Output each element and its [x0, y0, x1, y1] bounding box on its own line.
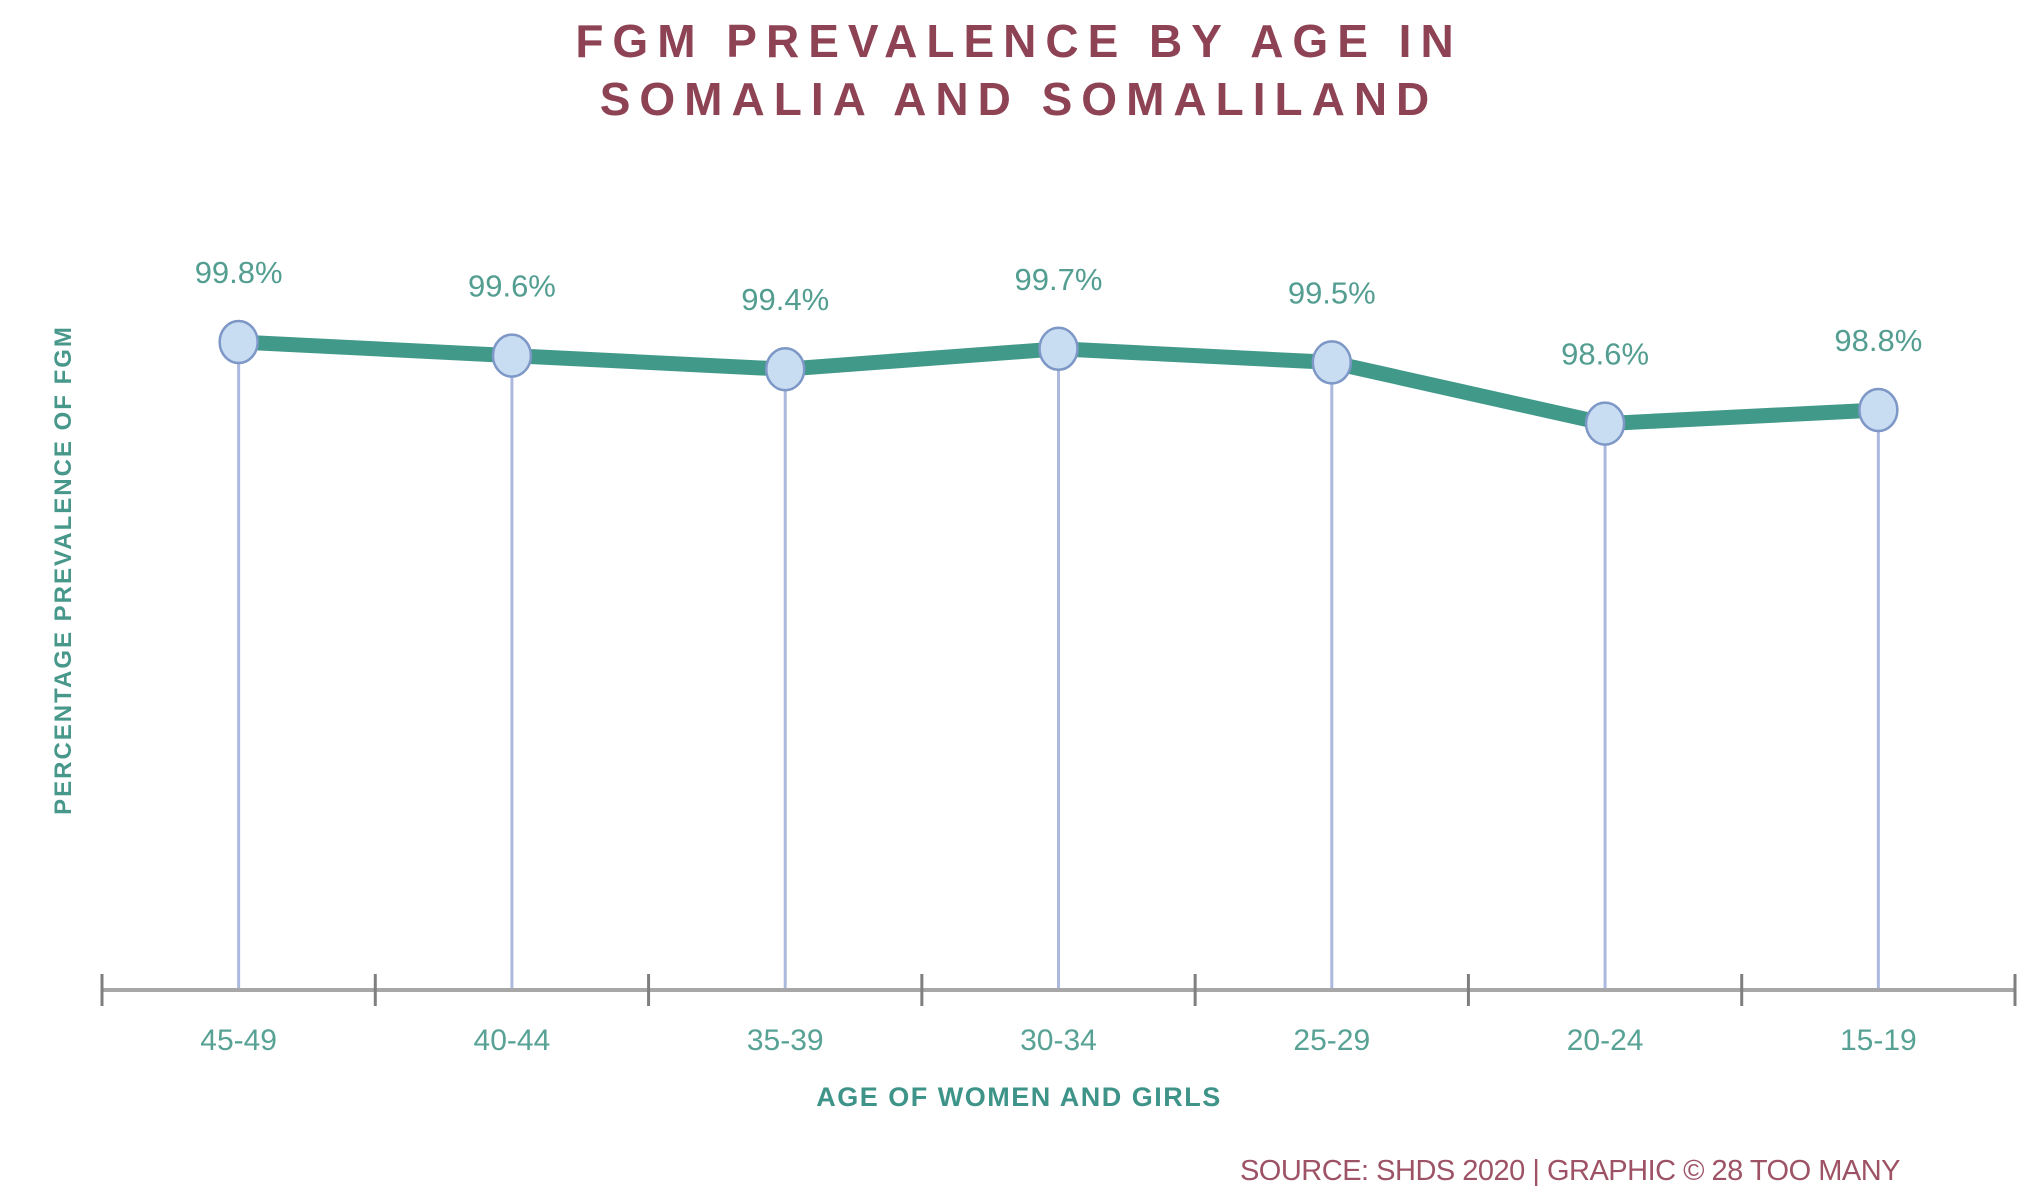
x-axis-tick-label: 35-39 — [747, 1024, 824, 1057]
x-axis-tick-label: 40-44 — [474, 1024, 551, 1057]
chart-title-line1: FGM PREVALENCE BY AGE IN — [575, 15, 1463, 67]
x-axis-title: AGE OF WOMEN AND GIRLS — [816, 1082, 1222, 1112]
data-point-marker — [1311, 340, 1353, 385]
chart-title-line2: SOMALIA AND SOMALILAND — [599, 73, 1439, 125]
data-point-label: 98.6% — [1561, 337, 1649, 372]
data-point-marker — [218, 319, 259, 365]
data-point-marker — [1038, 326, 1079, 372]
data-point-marker — [491, 333, 533, 378]
chart-title: FGM PREVALENCE BY AGE IN SOMALIA AND SOM… — [0, 12, 2038, 128]
data-point-marker — [764, 346, 806, 392]
x-axis-tick-label: 20-24 — [1567, 1024, 1644, 1057]
x-axis-tick-label: 30-34 — [1020, 1024, 1097, 1057]
data-point-label: 98.8% — [1834, 323, 1922, 358]
data-point-label: 99.6% — [468, 269, 556, 304]
data-point-label: 99.7% — [1015, 262, 1103, 297]
data-point-marker — [1858, 387, 1899, 433]
data-point-label: 99.5% — [1288, 275, 1376, 310]
data-point-label: 99.8% — [195, 255, 283, 290]
x-axis-tick-label: 25-29 — [1293, 1024, 1370, 1057]
data-point-label: 99.4% — [741, 282, 829, 317]
x-axis-tick-label: 15-19 — [1840, 1024, 1917, 1057]
source-credit: SOURCE: SHDS 2020 | GRAPHIC © 28 TOO MAN… — [1239, 1155, 1901, 1187]
x-axis-tick-label: 45-49 — [200, 1024, 277, 1057]
data-point-marker — [1584, 401, 1626, 446]
